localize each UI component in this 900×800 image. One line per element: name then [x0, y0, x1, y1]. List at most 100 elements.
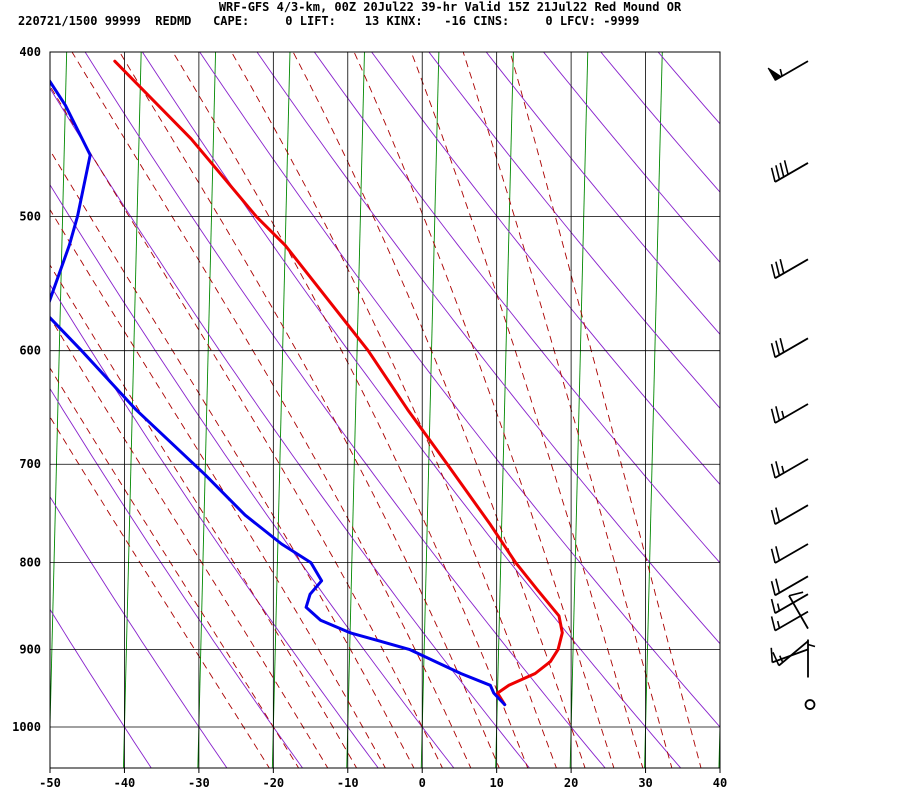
moist-adiabat-line [50, 367, 300, 768]
barb-full-feather [770, 598, 776, 614]
dry-adiabat-line [542, 52, 720, 263]
dry-adiabat-line [428, 52, 720, 410]
isotherm-line [122, 52, 142, 768]
barb-full-feather [779, 258, 785, 274]
wind-barb [767, 60, 809, 81]
dry-adiabat-line [50, 387, 304, 768]
y-tick-label: 400 [19, 45, 41, 59]
barb-staff [774, 593, 809, 614]
dry-adiabat-line [657, 52, 720, 125]
wind-barb [772, 640, 809, 667]
x-tick-label: 0 [419, 776, 426, 790]
barb-full-feather [770, 580, 776, 596]
barb-staff [774, 258, 809, 280]
barb-staff [774, 575, 809, 597]
barb-pennant [767, 67, 783, 81]
y-tick-label: 900 [19, 642, 41, 656]
barb-full-feather [770, 548, 776, 564]
barb-full-feather [775, 406, 781, 421]
barb-full-feather [770, 647, 774, 663]
barb-half-feather [776, 620, 781, 629]
dry-adiabat-line [600, 52, 720, 193]
barb-full-feather [770, 408, 776, 424]
barb-half-feather [781, 465, 785, 474]
x-tick-label: 30 [638, 776, 652, 790]
x-tick-label: -50 [39, 776, 61, 790]
moist-adiabat-line [410, 52, 644, 768]
wind-barb [770, 337, 809, 359]
barb-full-feather [783, 160, 789, 175]
barb-half-feather [779, 68, 783, 77]
dry-adiabat-line [485, 52, 720, 335]
isotherm-line [718, 707, 720, 768]
moist-adiabat-line [119, 52, 500, 768]
x-tick-label: -20 [262, 776, 284, 790]
temperature-line [113, 59, 564, 707]
dry-adiabat-line [313, 52, 720, 564]
x-tick-label: -40 [114, 776, 136, 790]
barb-full-feather [770, 463, 776, 479]
isotherm-line [271, 52, 291, 768]
grid [49, 51, 721, 773]
isotherm-line [495, 52, 514, 768]
barb-full-feather [770, 509, 776, 525]
barb-full-feather [779, 337, 785, 353]
isotherm-line [569, 52, 589, 768]
calm-wind-circle [804, 699, 816, 710]
wind-barb [770, 610, 809, 632]
plot-frame [49, 51, 721, 769]
moist-adiabat-line [172, 52, 529, 768]
isotherm-line [420, 52, 440, 768]
barb-full-feather [775, 546, 781, 561]
barb-staff [771, 648, 809, 664]
barb-full-feather [775, 165, 781, 180]
barb-full-feather [770, 342, 776, 358]
barb-half-feather [776, 603, 781, 611]
wind-barb [770, 258, 809, 280]
isotherm-line [346, 52, 365, 768]
moist-adiabat-line [50, 264, 358, 768]
isotherm-line [50, 52, 68, 744]
x-tick-label: -10 [337, 776, 359, 790]
moist-adiabat-line [462, 52, 673, 768]
moist-adiabat-line [50, 208, 386, 768]
barb-full-feather [775, 461, 781, 476]
barb-staff [774, 337, 809, 359]
barb-staff [774, 504, 809, 525]
wind-barb [770, 403, 809, 424]
barb-full-feather [770, 616, 776, 631]
y-tick-label: 600 [19, 344, 41, 358]
plot-border [49, 51, 721, 769]
dry-adiabat-line [50, 495, 228, 768]
isotherm-line [793, 14, 812, 770]
barb-full-feather [775, 578, 781, 593]
stability-indices-line: 220721/1500 99999 REDMD CAPE: 0 LIFT: 13… [18, 14, 640, 28]
dry-adiabat-line [50, 87, 531, 768]
wind-barb [770, 160, 809, 183]
dry-adiabat-line [141, 52, 682, 768]
isotherm-line [197, 52, 217, 768]
isotherm-line [644, 52, 663, 768]
barb-full-feather [788, 591, 804, 597]
chart-title: WRF-GFS 4/3-km, 00Z 20Jul22 39-hr Valid … [218, 0, 682, 14]
barb-full-feather [779, 162, 785, 178]
y-tick-label: 700 [19, 457, 41, 471]
dry-adiabat-line [50, 283, 379, 768]
wind-barb [807, 639, 816, 678]
barb-half-feather [807, 643, 816, 648]
wind-barb [770, 647, 809, 664]
barb-full-feather [770, 167, 776, 183]
wind-barb [770, 458, 809, 479]
barb-half-feather [781, 410, 785, 419]
moist-adiabat-line [292, 52, 586, 768]
dry-adiabat-line [50, 608, 152, 768]
barb-staff [778, 640, 809, 667]
barb-full-feather [775, 340, 781, 356]
wind-barb-profile [767, 60, 816, 710]
moist-adiabat-line [50, 316, 329, 768]
barb-full-feather [775, 507, 781, 522]
background-lines [50, 14, 812, 770]
moist-adiabat-line [509, 52, 702, 768]
dewpoint-line [50, 78, 507, 707]
wind-barb [770, 575, 809, 597]
